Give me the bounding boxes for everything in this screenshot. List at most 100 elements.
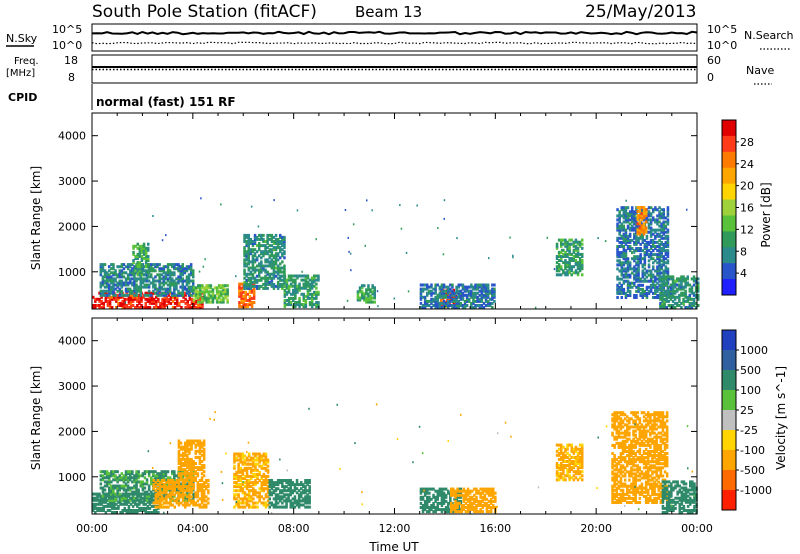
heat-cell [181, 476, 184, 480]
heat-cell [421, 304, 425, 307]
heat-cell [247, 252, 250, 256]
colorbar-swatch [722, 151, 736, 169]
heat-cell [131, 500, 135, 504]
heat-cell [268, 250, 271, 254]
heat-cell [270, 260, 274, 264]
heat-cell [454, 508, 457, 512]
heat-cell [473, 510, 476, 514]
heat-cell [283, 268, 286, 272]
heat-cell [461, 304, 465, 307]
heat-cell [457, 495, 460, 499]
heat-cell [664, 236, 668, 240]
heat-cell [620, 240, 623, 244]
heat-cell [455, 497, 458, 501]
heat-cell [574, 240, 578, 244]
heat-cell [250, 462, 253, 466]
heat-cell [581, 267, 584, 271]
heat-cell [622, 291, 626, 295]
heat-cell [194, 495, 197, 499]
heat-cell [285, 286, 289, 290]
heat-cell [279, 505, 282, 509]
heat-cell [124, 484, 128, 488]
heat-cell [99, 267, 103, 271]
heat-cell [272, 284, 276, 288]
heat-cell [637, 267, 640, 271]
heat-cell [121, 511, 124, 514]
heat-cell [555, 244, 559, 248]
heat-cell [189, 271, 193, 275]
heat-cell [270, 491, 274, 495]
heat-cell [152, 279, 155, 283]
heat-cell [637, 263, 640, 267]
heat-cell [678, 277, 681, 281]
heat-cell [136, 265, 139, 269]
heat-cell [169, 491, 172, 495]
heat-cell [283, 485, 286, 489]
heat-cell [103, 279, 107, 283]
heat-cell [430, 504, 433, 507]
heat-cell [114, 470, 117, 474]
heat-cell [622, 253, 626, 257]
heat-cell [459, 304, 463, 307]
heat-cell [241, 477, 245, 480]
heat-cell [639, 283, 642, 287]
heat-cell [442, 493, 446, 497]
heat-cell [101, 293, 105, 297]
heat-cell [451, 291, 454, 295]
heat-cell [660, 214, 663, 218]
heat-cell [566, 265, 569, 269]
heat-cell [654, 277, 657, 281]
heat-cell [250, 485, 253, 489]
heat-cell [124, 472, 128, 476]
heat-cell [129, 492, 132, 496]
heat-cell [475, 506, 478, 509]
heat-cell [122, 496, 126, 500]
heat-cell [255, 256, 259, 260]
heat-cell [486, 291, 490, 295]
heat-cell [442, 508, 446, 512]
heat-cell [133, 293, 136, 297]
heat-cell [444, 495, 448, 499]
heat-cell [624, 261, 628, 265]
heat-cell [283, 282, 286, 286]
heat-cell [255, 235, 259, 239]
heat-cell [442, 289, 446, 293]
heat-cell [660, 236, 663, 240]
heat-cell [177, 455, 181, 459]
heat-cell [491, 289, 494, 293]
heat-cell [152, 474, 155, 478]
heat-cell [432, 487, 435, 491]
heat-cell [662, 208, 665, 212]
heat-cell [647, 273, 651, 277]
heat-cell [138, 273, 142, 277]
heat-cell [158, 275, 161, 279]
heat-cell [150, 295, 154, 299]
heat-cell [692, 301, 696, 305]
heat-cell [622, 251, 626, 255]
heat-cell [457, 293, 460, 297]
heat-cell [465, 297, 469, 301]
heat-cell [127, 299, 131, 303]
heat-cell [268, 479, 271, 482]
heat-cell [121, 304, 124, 307]
heat-cell [238, 284, 241, 288]
heat-cell [197, 284, 200, 288]
heat-cell [215, 300, 219, 304]
heat-cell [258, 487, 261, 491]
heat-cell [453, 291, 456, 295]
heat-cell [440, 295, 444, 299]
heat-cell [463, 289, 467, 293]
heat-cell [113, 295, 116, 299]
heat-cell [150, 301, 154, 305]
heat-cell [188, 460, 191, 463]
heat-cell [144, 269, 148, 273]
heat-cell [190, 491, 193, 495]
heat-cell [100, 299, 103, 303]
heat-cell [138, 299, 141, 303]
heat-cell [177, 269, 180, 273]
heat-cell [419, 306, 423, 309]
heat-cell [631, 267, 634, 271]
heat-cell [292, 274, 295, 278]
heat-cell [184, 470, 187, 474]
heat-cell [247, 244, 250, 248]
